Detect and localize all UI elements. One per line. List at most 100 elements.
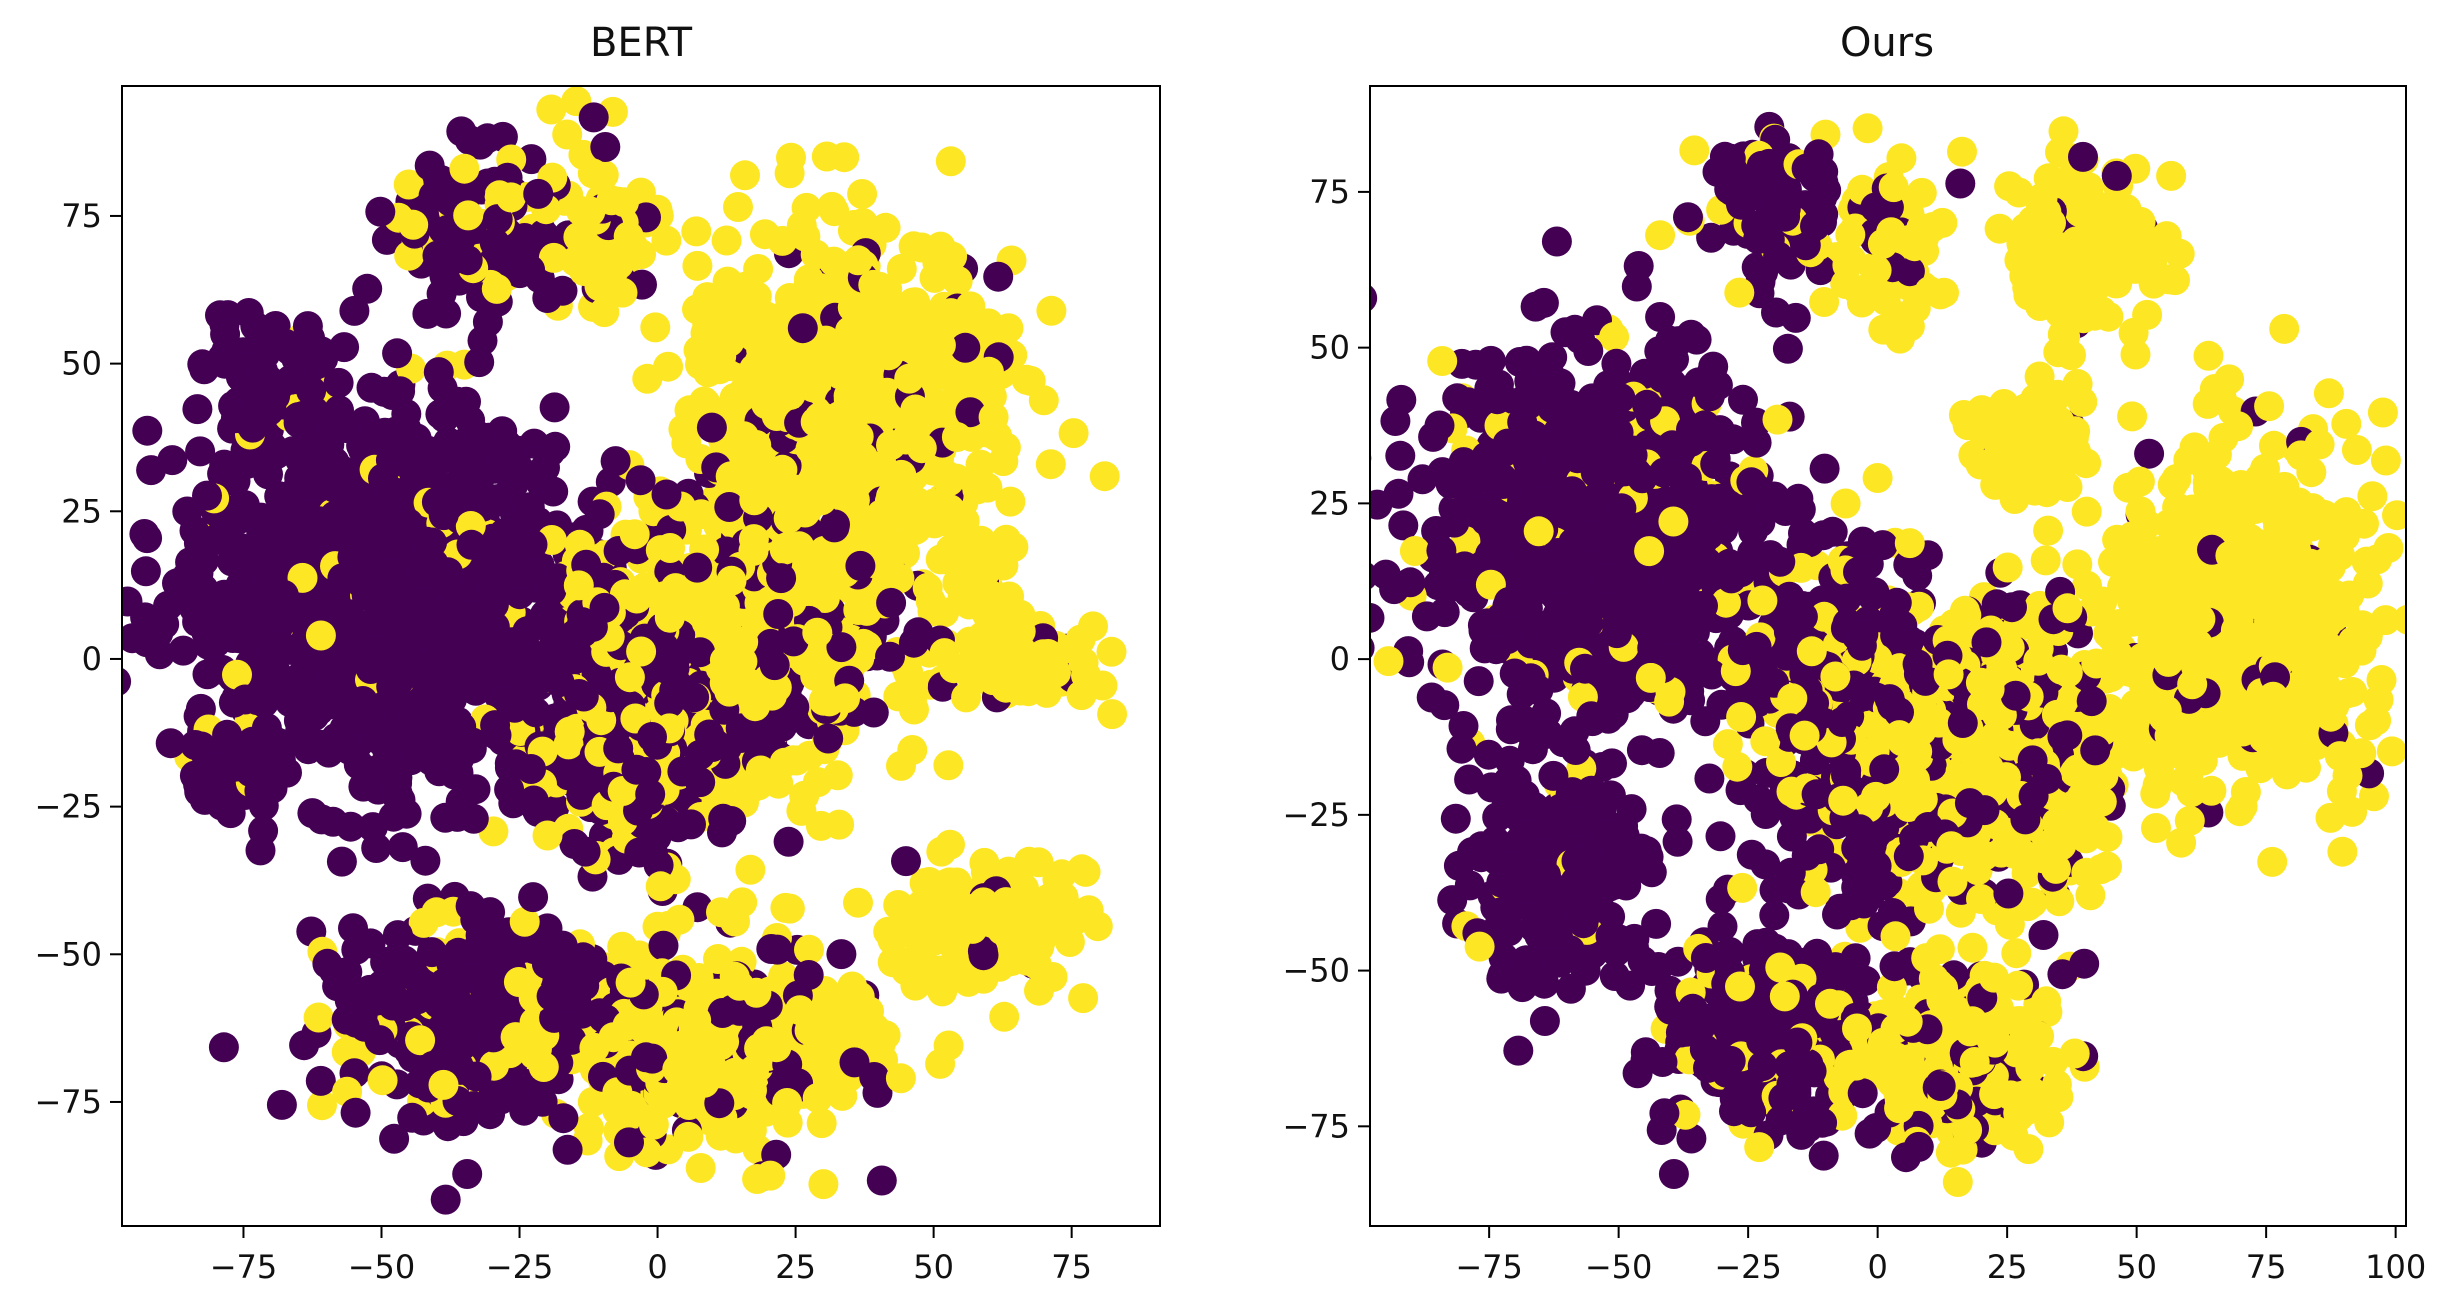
scatter-point (465, 620, 496, 651)
scatter-point (900, 298, 931, 329)
scatter-point (398, 209, 429, 240)
scatter-point (753, 312, 784, 343)
scatter-point (934, 466, 965, 497)
scatter-point (468, 643, 499, 674)
scatter-point (687, 979, 718, 1010)
scatter-point (653, 593, 684, 624)
scatter-point (674, 395, 705, 426)
scatter-point (978, 402, 1009, 433)
scatter-point (866, 1165, 897, 1196)
scatter-point (504, 558, 535, 589)
scatter-point (609, 187, 639, 218)
scatter-point (689, 1067, 720, 1098)
scatter-point (548, 1103, 579, 1134)
scatter-point (430, 802, 461, 833)
y-tick-label: −75 (34, 1083, 102, 1121)
scatter-point (465, 920, 496, 951)
scatter-point (806, 1108, 837, 1139)
scatter-point (741, 430, 772, 460)
scatter-point (613, 221, 644, 252)
scatter-point (832, 1003, 863, 1034)
scatter-point (370, 507, 401, 537)
scatter-point (351, 580, 382, 611)
scatter-point (1089, 461, 1120, 492)
scatter-point (1096, 636, 1127, 667)
x-tick-label: −25 (486, 1248, 554, 1286)
scatter-point (942, 265, 973, 296)
scatter-point (224, 504, 255, 534)
scatter-point (891, 846, 921, 877)
scatter-point (819, 196, 850, 227)
scatter-point (382, 920, 413, 951)
scatter-point (918, 875, 949, 906)
scatter-point (448, 1029, 479, 1060)
scatter-point (536, 94, 567, 125)
scatter-point (787, 313, 818, 344)
scatter-point (883, 530, 914, 561)
scatter-point (637, 1043, 668, 1074)
scatter-point (2327, 836, 2358, 867)
scatter-point (802, 1083, 833, 1113)
scatter-point (862, 313, 893, 344)
scatter-point (676, 809, 706, 840)
scatter-point (921, 354, 952, 385)
scatter-point (716, 565, 747, 596)
scatter-point (671, 428, 702, 459)
scatter-point (183, 528, 214, 558)
scatter-point (987, 915, 1017, 946)
scatter-point (578, 102, 609, 133)
scatter-point (1071, 660, 1101, 691)
scatter-point (993, 624, 1024, 655)
scatter-point (778, 626, 809, 657)
scatter-point (607, 931, 638, 962)
scatter-point (413, 726, 444, 757)
scatter-point (1370, 285, 1378, 311)
scatter-point (2376, 736, 2406, 767)
scatter-point (843, 245, 874, 276)
scatter-point (397, 960, 428, 991)
scatter-point (547, 275, 578, 306)
scatter-point (664, 904, 695, 935)
scatter-point (1003, 674, 1033, 705)
scatter-point (538, 476, 569, 507)
scatter-point (421, 599, 452, 630)
scatter-point (577, 158, 608, 189)
scatter-point (607, 776, 638, 806)
scatter-point (774, 893, 805, 924)
scatter-point (725, 713, 756, 744)
scatter-point (494, 774, 525, 805)
scatter-point (260, 381, 291, 412)
scatter-point (563, 570, 594, 601)
scatter-point (2367, 397, 2398, 428)
scatter-point (364, 1025, 395, 1056)
scatter-point (496, 182, 526, 213)
scatter-point (245, 835, 276, 866)
scatter-point (292, 311, 323, 342)
x-tick-label: −75 (210, 1248, 278, 1286)
y-tick-label: −25 (34, 788, 102, 826)
scatter-point (209, 449, 240, 480)
scatter-point (253, 446, 283, 477)
scatter-point (990, 432, 1021, 463)
scatter-point (969, 847, 1000, 878)
scatter-point (967, 936, 998, 967)
scatter-point (1078, 611, 1108, 642)
x-tick-label: 25 (775, 1248, 816, 1286)
scatter-point (682, 250, 713, 281)
scatter-point (708, 803, 739, 834)
scatter-point (520, 697, 551, 728)
scatter-point (2382, 500, 2406, 531)
scatter-point (858, 697, 889, 728)
ours-points (1370, 111, 2406, 1197)
scatter-point (742, 1164, 773, 1194)
scatter-point (1035, 449, 1066, 480)
scatter-point (354, 699, 385, 730)
scatter-point (461, 1061, 492, 1092)
scatter-point (539, 627, 570, 658)
scatter-point (222, 734, 253, 765)
scatter-point (614, 1127, 644, 1158)
scatter-point (536, 575, 567, 606)
scatter-point (452, 1159, 483, 1189)
scatter-point (919, 262, 950, 293)
